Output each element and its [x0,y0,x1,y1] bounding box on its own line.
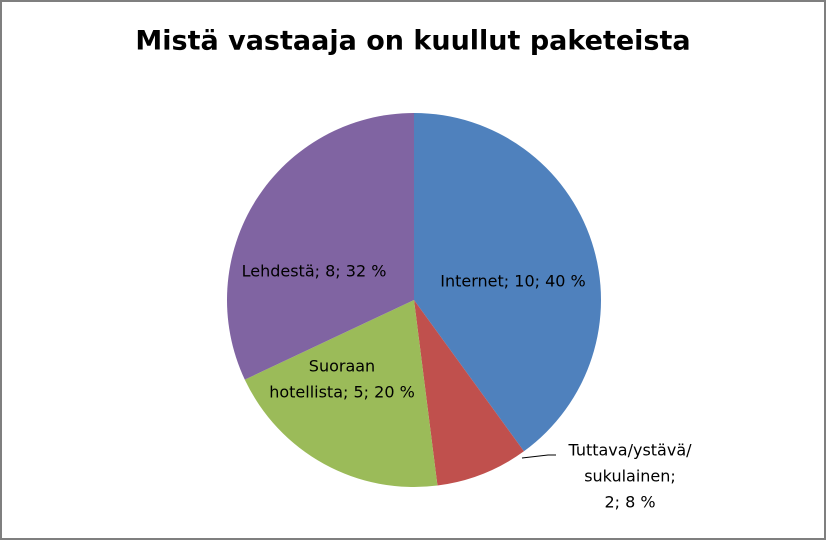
leader-line [521,454,556,459]
data-label: Internet; 10; 40 % [440,272,586,291]
data-label: Suoraan [309,357,375,376]
chart-title: Mistä vastaaja on kuullut paketeista [135,26,690,57]
data-label: sukulainen; [584,467,676,486]
data-label: Tuttava/ystävä/ [567,441,692,460]
pie-slice [414,113,601,452]
data-label: Lehdestä; 8; 32 % [242,262,387,281]
pie-slice [414,300,524,486]
data-label: hotellista; 5; 20 % [269,383,415,402]
pie-slice [226,113,414,380]
data-label: 2; 8 % [604,493,655,512]
pie-slice [244,300,438,487]
